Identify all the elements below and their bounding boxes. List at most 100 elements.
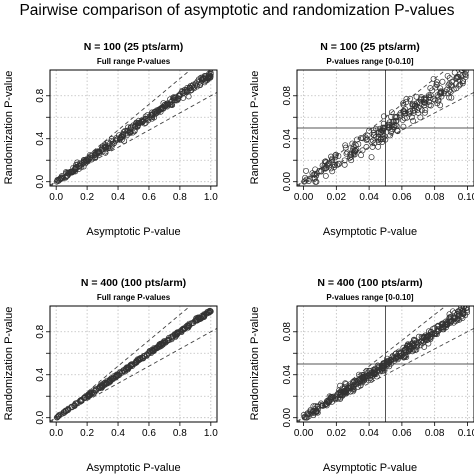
- data-point: [446, 311, 453, 318]
- data-point: [342, 142, 349, 149]
- data-point: [329, 168, 336, 175]
- data-point: [375, 135, 382, 142]
- data-point: [343, 150, 350, 157]
- data-point: [382, 136, 389, 143]
- y-tick-label: 0.4: [35, 367, 46, 381]
- x-tick-label: 0.10: [458, 428, 474, 439]
- data-point: [310, 408, 317, 415]
- data-point: [206, 72, 212, 79]
- data-point: [440, 326, 447, 333]
- data-point: [427, 102, 434, 109]
- data-point: [368, 154, 375, 161]
- data-point: [105, 144, 112, 151]
- y-tick-label: 0.0: [35, 410, 46, 424]
- data-point: [422, 107, 429, 114]
- data-point: [336, 392, 343, 399]
- data-point: [455, 313, 462, 320]
- data-point: [328, 153, 334, 160]
- data-point: [446, 75, 453, 82]
- data-point: [116, 372, 123, 378]
- y-tick-label: 0.8: [35, 88, 46, 102]
- data-point: [104, 145, 111, 151]
- y-axis-label: Randomization P-value: [3, 307, 15, 421]
- data-point: [187, 82, 194, 89]
- data-point: [377, 136, 384, 143]
- y-tick-label: 0.04: [282, 129, 293, 149]
- data-point: [306, 175, 313, 182]
- data-point: [328, 394, 335, 401]
- data-point: [400, 123, 407, 130]
- data-point: [89, 154, 96, 161]
- data-point: [332, 152, 339, 159]
- data-point: [305, 410, 312, 417]
- data-point: [197, 80, 204, 87]
- data-point: [54, 413, 61, 420]
- data-point: [153, 108, 160, 115]
- page-title: Pairwise comparison of asymptotic and ra…: [19, 2, 455, 19]
- data-point: [378, 127, 385, 134]
- x-tick-label: 1.0: [204, 428, 218, 439]
- data-point: [137, 356, 144, 363]
- data-point: [149, 112, 156, 119]
- data-point: [347, 388, 354, 395]
- data-point: [384, 121, 391, 128]
- x-axis-label: Asymptotic P-value: [323, 226, 417, 238]
- data-point: [409, 101, 416, 108]
- data-point: [411, 336, 417, 343]
- data-point: [316, 167, 323, 174]
- data-point: [89, 152, 96, 159]
- data-point: [165, 334, 172, 341]
- data-point: [315, 403, 322, 410]
- data-point: [389, 126, 396, 133]
- data-point: [185, 324, 192, 331]
- data-point: [464, 309, 471, 316]
- data-point: [151, 114, 158, 121]
- data-point: [105, 379, 112, 385]
- data-point: [449, 79, 455, 85]
- data-point: [364, 374, 371, 381]
- x-tick-label: 0.00: [294, 428, 314, 439]
- x-tick-label: 0.4: [111, 192, 125, 203]
- plot-frame: [49, 69, 218, 187]
- data-point: [120, 129, 127, 136]
- data-point: [413, 100, 420, 107]
- data-point: [400, 100, 407, 107]
- data-point: [344, 149, 351, 156]
- data-point: [431, 331, 438, 337]
- data-point: [204, 309, 211, 315]
- data-point: [102, 379, 109, 386]
- y-axis-label: Randomization P-value: [249, 307, 261, 421]
- panel-title: N = 100 (25 pts/arm): [320, 41, 420, 53]
- data-point: [312, 409, 319, 416]
- data-point: [78, 164, 85, 171]
- data-point: [337, 382, 344, 389]
- data-point: [364, 135, 370, 142]
- data-point: [158, 342, 165, 349]
- data-point: [434, 323, 441, 330]
- data-point: [434, 100, 441, 107]
- data-point: [173, 332, 180, 339]
- y-tick-label: 0.4: [35, 131, 46, 145]
- x-tick-label: 0.04: [359, 192, 379, 203]
- data-point: [358, 379, 365, 386]
- data-point: [322, 172, 329, 179]
- data-point: [351, 151, 358, 158]
- data-point: [150, 348, 157, 355]
- data-point: [186, 321, 193, 328]
- y-tick-label: 0.8: [35, 324, 46, 338]
- data-point: [319, 162, 326, 169]
- data-point: [350, 144, 357, 150]
- data-point: [394, 128, 401, 135]
- data-point: [188, 87, 195, 93]
- data-point: [403, 95, 410, 102]
- panel-subtitle: Full range P-values: [97, 293, 171, 302]
- data-point: [186, 84, 193, 91]
- data-point: [380, 113, 387, 120]
- data-point: [430, 75, 437, 82]
- data-point: [342, 380, 349, 387]
- y-tick-label: 0.08: [282, 86, 293, 106]
- data-point: [64, 407, 71, 414]
- data-point: [301, 178, 308, 185]
- data-point: [450, 86, 457, 93]
- data-point: [99, 143, 106, 150]
